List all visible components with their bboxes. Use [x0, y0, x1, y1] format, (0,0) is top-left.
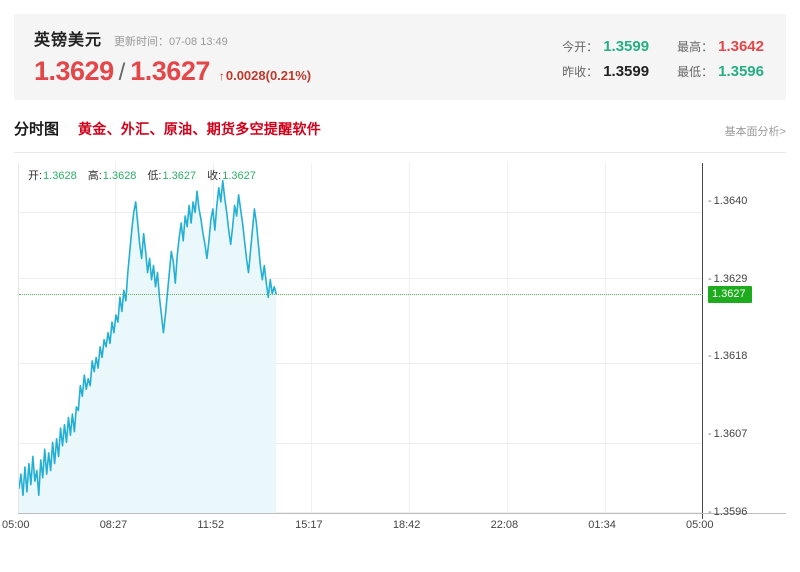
- ohlc-high-label: 高:: [87, 170, 102, 182]
- ohlc-open-label: 开:: [28, 170, 43, 182]
- gridline-horizontal: [19, 443, 703, 444]
- x-axis-tick: 22:08: [490, 519, 519, 531]
- gridline-vertical: [605, 163, 606, 513]
- gridline-horizontal: [19, 212, 703, 213]
- page-title: 分时图: [14, 121, 60, 138]
- x-axis-tick: 05:00: [686, 519, 714, 531]
- y-axis-tick: -1.3596: [708, 506, 747, 518]
- stat-low-value: 1.3596: [718, 63, 764, 80]
- x-axis-tick: 08:27: [99, 519, 128, 531]
- y-axis-tick: -1.3629: [708, 273, 747, 285]
- ohlc-open-value: 1.3628: [43, 170, 77, 182]
- price-line: [19, 179, 277, 497]
- x-axis-tick: 11:52: [197, 519, 225, 531]
- y-tick-dash: -: [708, 506, 712, 518]
- stat-high-colon: ：: [701, 40, 714, 54]
- x-axis-tick: 01:34: [588, 519, 616, 531]
- update-time-block: 更新时间：07-08 13:49: [114, 33, 228, 49]
- quote-stats-block: 今开 ： 1.3599 最高 ： 1.3642 昨收 ： 1.3599 最低 ：…: [562, 38, 764, 80]
- update-time-label: 更新时间：: [114, 36, 170, 48]
- stat-prev-close-label: 昨收: [562, 65, 587, 79]
- gridline-horizontal: [19, 363, 703, 364]
- x-axis-tick: 15:17: [295, 519, 323, 531]
- gridline-horizontal: [19, 512, 703, 513]
- x-axis-tick: 18:42: [392, 519, 421, 531]
- y-tick-label: 1.3629: [713, 272, 748, 285]
- intraday-chart[interactable]: 开:1.3628 高:1.3628 低:1.3627 收:1.3627 -1.3640…: [2, 163, 786, 531]
- y-tick-dash: -: [708, 350, 712, 363]
- ohlc-high-value: 1.3628: [102, 170, 137, 182]
- quote-primary-block: 英镑美元 更新时间：07-08 13:49 1.3629 / 1.3627 ↑0…: [34, 26, 311, 87]
- title-divider: [14, 152, 786, 153]
- stat-open-value: 1.3599: [603, 38, 650, 55]
- current-price-badge: 1.3627: [708, 285, 752, 303]
- quote-name-row: 英镑美元 更新时间：07-08 13:49: [34, 26, 311, 50]
- gridline-vertical: [409, 163, 410, 513]
- ohlc-readout: 开:1.3628 高:1.3628 低:1.3627 收:1.3627: [28, 167, 267, 183]
- price-series-svg: [19, 179, 277, 513]
- ohlc-close-value: 1.3627: [222, 170, 256, 182]
- section-title-bar: 分时图 黄金、外汇、原油、期货多空提醒软件 基本面分析>: [14, 118, 786, 152]
- x-axis-tick: 05:00: [2, 519, 30, 531]
- y-tick-dash: -: [708, 194, 712, 207]
- quote-stats-grid: 今开 ： 1.3599 最高 ： 1.3642 昨收 ： 1.3599 最低 ：…: [562, 38, 764, 80]
- reference-line: [19, 293, 703, 295]
- instrument-name: 英镑美元: [34, 32, 103, 49]
- stat-high-value: 1.3642: [718, 38, 764, 55]
- stat-open-colon: ：: [586, 40, 599, 54]
- y-tick-dash: -: [708, 428, 712, 441]
- fundamental-analysis-link[interactable]: 基本面分析>: [724, 126, 786, 138]
- stat-low: 最低 ： 1.3596: [677, 63, 764, 80]
- stat-prev-close-colon: ：: [586, 65, 599, 79]
- y-tick-label: 1.3618: [713, 350, 748, 363]
- price-change: ↑0.0028(0.21%): [219, 68, 311, 83]
- y-axis-tick: -1.3640: [708, 195, 747, 207]
- stat-high-label: 最高: [677, 40, 702, 54]
- stat-low-colon: ：: [701, 65, 714, 79]
- stat-prev-close: 昨收 ： 1.3599: [562, 63, 649, 80]
- stat-open-label: 今开: [562, 40, 587, 54]
- bid-price: 1.3629: [34, 56, 114, 86]
- gridline-vertical: [311, 163, 312, 513]
- price-change-value: 0.0028(0.21%): [225, 68, 312, 83]
- ask-price: 1.3627: [130, 56, 210, 86]
- quote-price-row: 1.3629 / 1.3627 ↑0.0028(0.21%): [34, 56, 311, 87]
- y-tick-dash: -: [708, 272, 712, 285]
- price-area-fill: [19, 180, 277, 513]
- up-arrow-icon: ↑: [218, 69, 225, 83]
- stat-high: 最高 ： 1.3642: [677, 38, 764, 55]
- gridline-horizontal: [19, 278, 703, 279]
- stat-prev-close-value: 1.3599: [603, 63, 650, 80]
- price-separator: /: [118, 59, 126, 86]
- update-time-value: 07-08 13:49: [169, 36, 228, 48]
- y-axis-tick: -1.3618: [708, 350, 747, 362]
- ohlc-low-label: 低:: [147, 170, 162, 182]
- y-tick-label: 1.3596: [713, 506, 748, 518]
- y-axis-tick: -1.3607: [708, 428, 747, 440]
- quote-header-card: 英镑美元 更新时间：07-08 13:49 1.3629 / 1.3627 ↑0…: [14, 14, 786, 100]
- y-axis-line: [702, 163, 703, 519]
- y-tick-label: 1.3640: [713, 194, 748, 207]
- y-tick-label: 1.3607: [713, 428, 748, 441]
- promo-link[interactable]: 黄金、外汇、原油、期货多空提醒软件: [78, 121, 322, 137]
- ohlc-close-label: 收:: [207, 170, 222, 182]
- x-axis-line: [18, 513, 786, 514]
- gridline-vertical: [507, 163, 508, 513]
- chart-plot-area[interactable]: [18, 163, 703, 513]
- stat-low-label: 最低: [677, 65, 702, 79]
- stat-open: 今开 ： 1.3599: [562, 38, 649, 55]
- ohlc-low-value: 1.3627: [162, 170, 197, 182]
